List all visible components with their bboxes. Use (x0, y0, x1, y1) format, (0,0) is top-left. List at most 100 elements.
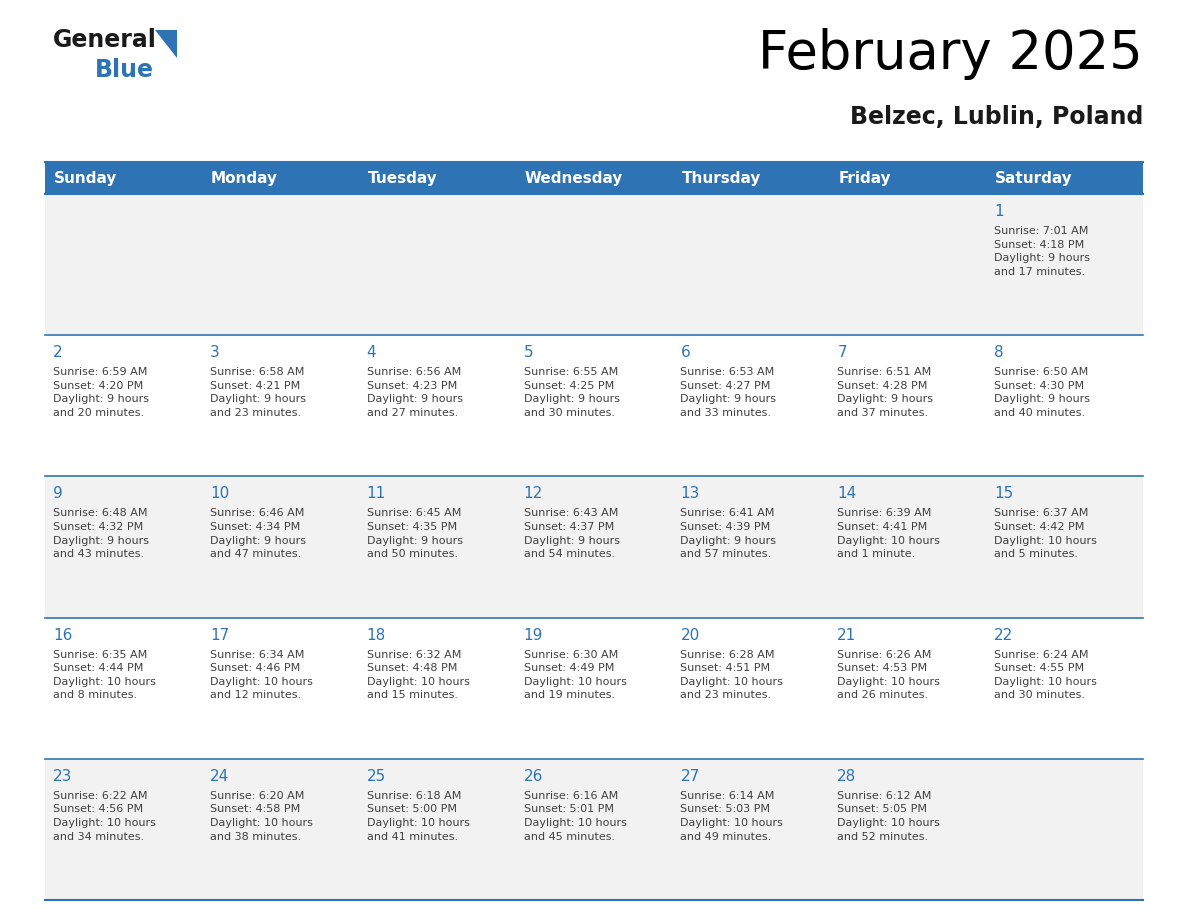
Text: Sunrise: 6:20 AM
Sunset: 4:58 PM
Daylight: 10 hours
and 38 minutes.: Sunrise: 6:20 AM Sunset: 4:58 PM Dayligh… (210, 790, 312, 842)
Bar (359, 162, 516, 194)
Text: 4: 4 (367, 345, 377, 360)
Bar (202, 335, 359, 476)
Text: Sunrise: 6:12 AM
Sunset: 5:05 PM
Daylight: 10 hours
and 52 minutes.: Sunrise: 6:12 AM Sunset: 5:05 PM Dayligh… (838, 790, 940, 842)
Bar (202, 194, 359, 335)
Bar (829, 194, 986, 335)
Text: Sunrise: 6:22 AM
Sunset: 4:56 PM
Daylight: 10 hours
and 34 minutes.: Sunrise: 6:22 AM Sunset: 4:56 PM Dayligh… (53, 790, 156, 842)
Text: Sunrise: 6:50 AM
Sunset: 4:30 PM
Daylight: 9 hours
and 40 minutes.: Sunrise: 6:50 AM Sunset: 4:30 PM Dayligh… (994, 367, 1091, 418)
Bar (829, 335, 986, 476)
Text: Sunday: Sunday (53, 171, 118, 185)
Bar (672, 759, 829, 900)
Text: Thursday: Thursday (682, 171, 760, 185)
Bar (829, 476, 986, 618)
Bar (986, 618, 1143, 759)
Text: 24: 24 (210, 768, 229, 784)
Text: 28: 28 (838, 768, 857, 784)
Bar (986, 335, 1143, 476)
Text: 8: 8 (994, 345, 1004, 360)
Text: Sunrise: 6:46 AM
Sunset: 4:34 PM
Daylight: 9 hours
and 47 minutes.: Sunrise: 6:46 AM Sunset: 4:34 PM Dayligh… (210, 509, 305, 559)
Bar (45, 618, 202, 759)
Bar (986, 759, 1143, 900)
Bar (516, 618, 672, 759)
Text: 26: 26 (524, 768, 543, 784)
Text: Sunrise: 6:35 AM
Sunset: 4:44 PM
Daylight: 10 hours
and 8 minutes.: Sunrise: 6:35 AM Sunset: 4:44 PM Dayligh… (53, 650, 156, 700)
Bar (202, 162, 359, 194)
Bar (672, 476, 829, 618)
Text: General: General (53, 28, 157, 52)
Text: Sunrise: 6:28 AM
Sunset: 4:51 PM
Daylight: 10 hours
and 23 minutes.: Sunrise: 6:28 AM Sunset: 4:51 PM Dayligh… (681, 650, 783, 700)
Bar (45, 194, 202, 335)
Text: Sunrise: 6:59 AM
Sunset: 4:20 PM
Daylight: 9 hours
and 20 minutes.: Sunrise: 6:59 AM Sunset: 4:20 PM Dayligh… (53, 367, 148, 418)
Text: Sunrise: 6:30 AM
Sunset: 4:49 PM
Daylight: 10 hours
and 19 minutes.: Sunrise: 6:30 AM Sunset: 4:49 PM Dayligh… (524, 650, 626, 700)
Text: 16: 16 (53, 628, 72, 643)
Text: Sunrise: 6:37 AM
Sunset: 4:42 PM
Daylight: 10 hours
and 5 minutes.: Sunrise: 6:37 AM Sunset: 4:42 PM Dayligh… (994, 509, 1097, 559)
Text: 14: 14 (838, 487, 857, 501)
Bar (359, 476, 516, 618)
Bar (516, 759, 672, 900)
Bar (516, 335, 672, 476)
Text: Sunrise: 6:48 AM
Sunset: 4:32 PM
Daylight: 9 hours
and 43 minutes.: Sunrise: 6:48 AM Sunset: 4:32 PM Dayligh… (53, 509, 148, 559)
Text: Sunrise: 6:53 AM
Sunset: 4:27 PM
Daylight: 9 hours
and 33 minutes.: Sunrise: 6:53 AM Sunset: 4:27 PM Dayligh… (681, 367, 777, 418)
Bar (672, 162, 829, 194)
Text: Sunrise: 6:56 AM
Sunset: 4:23 PM
Daylight: 9 hours
and 27 minutes.: Sunrise: 6:56 AM Sunset: 4:23 PM Dayligh… (367, 367, 462, 418)
Text: Wednesday: Wednesday (525, 171, 623, 185)
Text: 11: 11 (367, 487, 386, 501)
Text: Sunrise: 6:39 AM
Sunset: 4:41 PM
Daylight: 10 hours
and 1 minute.: Sunrise: 6:39 AM Sunset: 4:41 PM Dayligh… (838, 509, 940, 559)
Bar (829, 162, 986, 194)
Text: Sunrise: 6:51 AM
Sunset: 4:28 PM
Daylight: 9 hours
and 37 minutes.: Sunrise: 6:51 AM Sunset: 4:28 PM Dayligh… (838, 367, 934, 418)
Text: 2: 2 (53, 345, 63, 360)
Bar (359, 759, 516, 900)
Bar (516, 194, 672, 335)
Bar (829, 759, 986, 900)
Text: 5: 5 (524, 345, 533, 360)
Bar (45, 335, 202, 476)
Bar (986, 162, 1143, 194)
Bar (516, 162, 672, 194)
Text: 27: 27 (681, 768, 700, 784)
Bar (202, 476, 359, 618)
Text: Sunrise: 7:01 AM
Sunset: 4:18 PM
Daylight: 9 hours
and 17 minutes.: Sunrise: 7:01 AM Sunset: 4:18 PM Dayligh… (994, 226, 1091, 277)
Text: Sunrise: 6:26 AM
Sunset: 4:53 PM
Daylight: 10 hours
and 26 minutes.: Sunrise: 6:26 AM Sunset: 4:53 PM Dayligh… (838, 650, 940, 700)
Text: 18: 18 (367, 628, 386, 643)
Text: Tuesday: Tuesday (368, 171, 437, 185)
Bar (359, 194, 516, 335)
Text: Sunrise: 6:41 AM
Sunset: 4:39 PM
Daylight: 9 hours
and 57 minutes.: Sunrise: 6:41 AM Sunset: 4:39 PM Dayligh… (681, 509, 777, 559)
Text: Saturday: Saturday (996, 171, 1073, 185)
Text: 19: 19 (524, 628, 543, 643)
Text: 25: 25 (367, 768, 386, 784)
Bar (672, 194, 829, 335)
Bar (672, 335, 829, 476)
Text: Belzec, Lublin, Poland: Belzec, Lublin, Poland (849, 105, 1143, 129)
Bar (45, 162, 202, 194)
Text: 15: 15 (994, 487, 1013, 501)
Text: 12: 12 (524, 487, 543, 501)
Text: Sunrise: 6:14 AM
Sunset: 5:03 PM
Daylight: 10 hours
and 49 minutes.: Sunrise: 6:14 AM Sunset: 5:03 PM Dayligh… (681, 790, 783, 842)
Bar (359, 335, 516, 476)
Text: Sunrise: 6:58 AM
Sunset: 4:21 PM
Daylight: 9 hours
and 23 minutes.: Sunrise: 6:58 AM Sunset: 4:21 PM Dayligh… (210, 367, 305, 418)
Bar (986, 194, 1143, 335)
Text: 6: 6 (681, 345, 690, 360)
Text: Sunrise: 6:45 AM
Sunset: 4:35 PM
Daylight: 9 hours
and 50 minutes.: Sunrise: 6:45 AM Sunset: 4:35 PM Dayligh… (367, 509, 462, 559)
Text: 22: 22 (994, 628, 1013, 643)
Text: 13: 13 (681, 487, 700, 501)
Bar (45, 759, 202, 900)
Polygon shape (154, 30, 177, 58)
Text: Friday: Friday (839, 171, 891, 185)
Bar (359, 618, 516, 759)
Bar (516, 476, 672, 618)
Text: February 2025: February 2025 (758, 28, 1143, 80)
Bar (45, 476, 202, 618)
Bar (672, 618, 829, 759)
Bar (202, 618, 359, 759)
Text: Blue: Blue (95, 58, 154, 82)
Text: Sunrise: 6:32 AM
Sunset: 4:48 PM
Daylight: 10 hours
and 15 minutes.: Sunrise: 6:32 AM Sunset: 4:48 PM Dayligh… (367, 650, 469, 700)
Text: 7: 7 (838, 345, 847, 360)
Bar (202, 759, 359, 900)
Text: 9: 9 (53, 487, 63, 501)
Text: Sunrise: 6:55 AM
Sunset: 4:25 PM
Daylight: 9 hours
and 30 minutes.: Sunrise: 6:55 AM Sunset: 4:25 PM Dayligh… (524, 367, 620, 418)
Text: Sunrise: 6:16 AM
Sunset: 5:01 PM
Daylight: 10 hours
and 45 minutes.: Sunrise: 6:16 AM Sunset: 5:01 PM Dayligh… (524, 790, 626, 842)
Text: 20: 20 (681, 628, 700, 643)
Text: 1: 1 (994, 204, 1004, 219)
Text: Sunrise: 6:24 AM
Sunset: 4:55 PM
Daylight: 10 hours
and 30 minutes.: Sunrise: 6:24 AM Sunset: 4:55 PM Dayligh… (994, 650, 1097, 700)
Text: Sunrise: 6:43 AM
Sunset: 4:37 PM
Daylight: 9 hours
and 54 minutes.: Sunrise: 6:43 AM Sunset: 4:37 PM Dayligh… (524, 509, 620, 559)
